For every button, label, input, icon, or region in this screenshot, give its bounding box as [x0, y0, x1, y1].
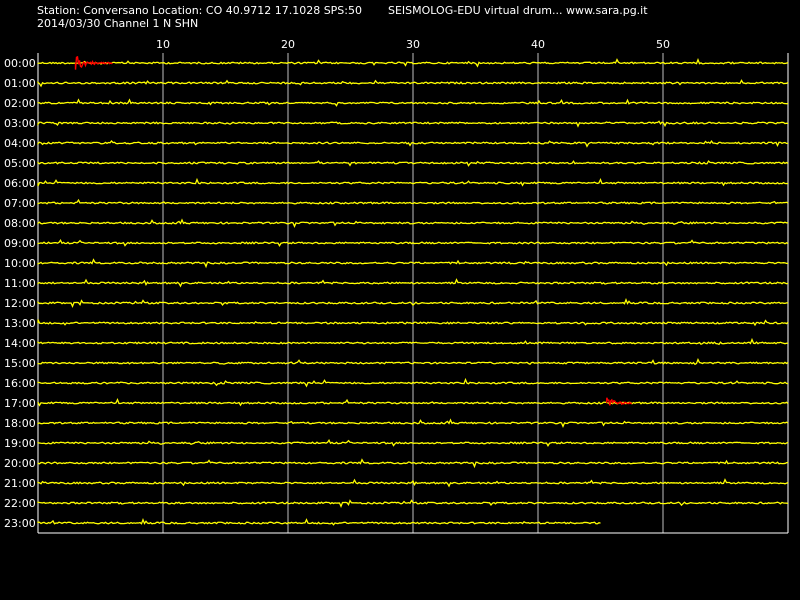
trace-line — [37, 398, 789, 407]
trace-line — [37, 297, 789, 308]
row-time-label: 02:00 — [4, 97, 36, 110]
row-time-label: 06:00 — [4, 177, 36, 190]
row-time-label: 00:00 — [4, 57, 36, 70]
row-time-label: 21:00 — [4, 477, 36, 490]
trace-line — [37, 120, 789, 128]
trace-line — [37, 177, 789, 187]
x-tick-label: 40 — [531, 38, 545, 51]
row-time-label: 18:00 — [4, 417, 36, 430]
row-time-label: 09:00 — [4, 237, 36, 250]
trace-line — [37, 337, 789, 346]
trace-line — [37, 140, 789, 148]
trace-line — [37, 377, 789, 388]
row-time-label: 08:00 — [4, 217, 36, 230]
trace-line — [37, 458, 789, 469]
x-tick-label: 10 — [156, 38, 170, 51]
row-time-label: 22:00 — [4, 497, 36, 510]
station-info: Station: Conversano Location: CO 40.9712… — [37, 4, 362, 17]
x-tick-label: 50 — [656, 38, 670, 51]
row-time-label: 14:00 — [4, 337, 36, 350]
x-tick-label: 20 — [281, 38, 295, 51]
row-time-label: 05:00 — [4, 157, 36, 170]
trace-line — [37, 79, 789, 88]
trace-line — [37, 98, 789, 107]
row-time-label: 19:00 — [4, 437, 36, 450]
trace-line — [37, 160, 789, 167]
row-time-label: 03:00 — [4, 117, 36, 130]
trace-line — [37, 258, 789, 269]
trace-line — [37, 517, 601, 526]
trace-line — [37, 239, 789, 248]
trace-line — [37, 478, 789, 488]
row-time-label: 15:00 — [4, 357, 36, 370]
row-time-label: 12:00 — [4, 297, 36, 310]
row-time-label: 16:00 — [4, 377, 36, 390]
trace-line — [37, 58, 789, 68]
row-time-label: 23:00 — [4, 517, 36, 530]
trace-line — [37, 418, 789, 428]
trace-line — [37, 198, 789, 205]
event-burst — [606, 397, 632, 406]
row-time-label: 13:00 — [4, 317, 36, 330]
row-time-label: 01:00 — [4, 77, 36, 90]
x-tick-label: 30 — [406, 38, 420, 51]
trace-line — [37, 218, 789, 228]
event-burst — [74, 55, 113, 70]
trace-line — [37, 319, 789, 327]
row-time-label: 04:00 — [4, 137, 36, 150]
date-channel-info: 2014/03/30 Channel 1 N SHN — [37, 17, 199, 30]
credit-text: SEISMOLOG-EDU virtual drum... www.sara.p… — [388, 4, 648, 17]
trace-line — [37, 357, 789, 366]
row-time-label: 07:00 — [4, 197, 36, 210]
trace-line — [37, 439, 789, 448]
row-time-label: 11:00 — [4, 277, 36, 290]
trace-line — [37, 278, 789, 288]
row-time-label: 20:00 — [4, 457, 36, 470]
row-time-label: 10:00 — [4, 257, 36, 270]
row-time-label: 17:00 — [4, 397, 36, 410]
trace-line — [37, 499, 789, 508]
